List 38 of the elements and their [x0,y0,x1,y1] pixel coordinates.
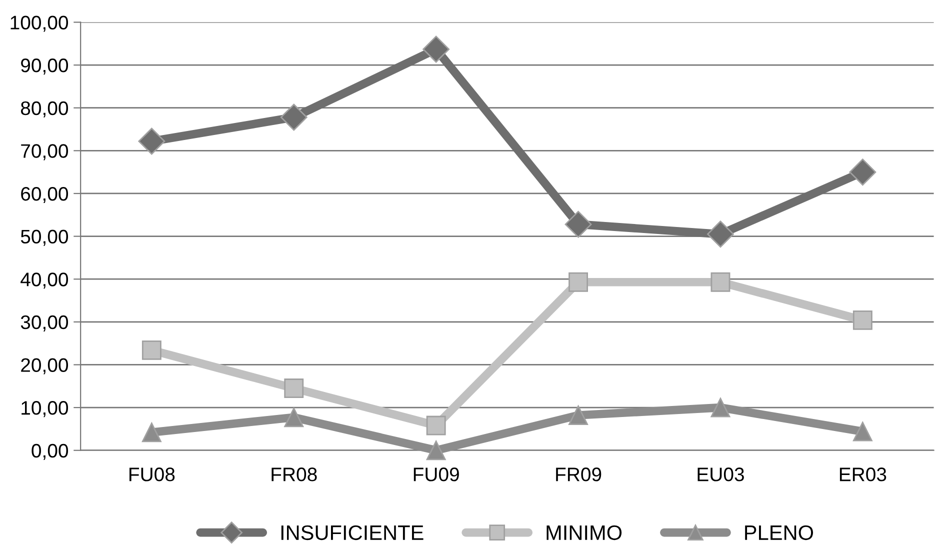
point [710,398,730,418]
point [426,440,446,460]
point [138,128,166,155]
y-tick-label: 10,00 [22,401,68,418]
point [280,104,308,131]
legend-label: INSUFICIENTE [281,525,424,540]
point [568,406,588,425]
point [710,272,730,292]
y-tick-label: 20,00 [21,358,68,374]
x-tick-label: FR08 [272,468,317,482]
y-tick-label: 90,00 [21,58,68,75]
x-tick-label: EU03 [698,468,744,482]
point [422,36,450,63]
y-tick-label: 100,00 [10,16,68,32]
y-tick-label: 40,00 [20,272,68,289]
y-tick-label: 0,00 [32,444,68,460]
legend-label: PLENO [745,525,814,540]
x-tick-label: FU08 [130,468,175,482]
y-tick-label: 70,00 [21,144,68,160]
x-tick-label: FR09 [556,468,602,482]
x-tick-label: FU09 [414,468,459,482]
x-tick-label: ER03 [840,468,886,482]
y-tick-label: 50,00 [20,230,68,246]
point [142,422,162,442]
point [849,158,876,186]
legend-label: MINIMO [546,525,622,540]
y-tick-label: 60,00 [21,186,68,204]
point [707,220,734,248]
point [426,416,446,436]
y-tick-label: 80,00 [20,101,68,118]
point [284,408,304,428]
point [284,378,304,398]
point [852,422,872,442]
point [568,272,588,292]
point [142,340,162,360]
point [852,310,872,330]
point [564,210,592,238]
y-tick-label: 30,00 [20,315,68,332]
